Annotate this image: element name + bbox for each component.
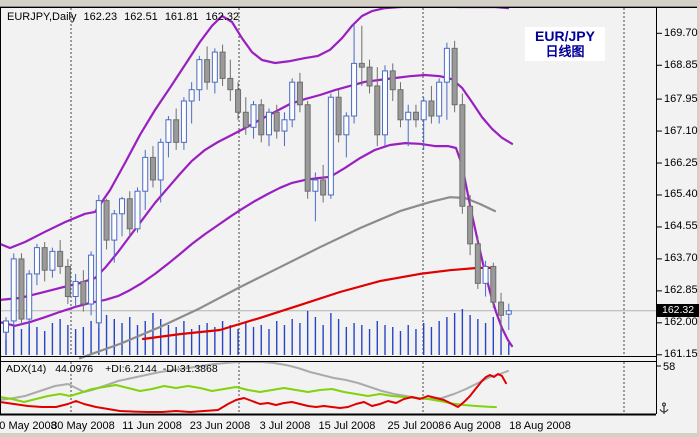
minus-di-label: -DI:31.3868 <box>162 363 218 375</box>
date-tick-label: 23 Jun 2008 <box>189 420 251 432</box>
indicator-name-label: ADX(14) 44.0976 <box>6 363 94 375</box>
date-tick-label: 11 Jun 2008 <box>122 420 182 432</box>
symbol-watermark: EUR/JPY 日线图 <box>525 27 605 61</box>
watermark-symbol-text: EUR/JPY <box>535 28 595 44</box>
date-tick-label: 20 May 2008 <box>0 420 57 432</box>
current-price-badge: 162.32 <box>657 304 699 317</box>
date-tick-label: 30 May 2008 <box>51 420 115 432</box>
chart-title: EURJPY,Daily 162.23 162.51 161.81 162.32 <box>7 11 239 23</box>
high-value: 162.51 <box>124 11 158 23</box>
window-top-edge <box>0 0 699 7</box>
date-tick-label: 15 Jul 2008 <box>318 420 376 432</box>
close-value: 162.32 <box>205 11 240 23</box>
price-tick-label: 167.10 <box>664 124 698 137</box>
volume-layer <box>5 309 510 355</box>
watermark-period-text: 日线图 <box>545 44 585 59</box>
chart-frame <box>0 7 699 416</box>
indicator-readout: ADX(14) 44.0976 +DI:6.2144 -DI:31.3868 <box>6 363 224 375</box>
low-value: 161.81 <box>164 11 199 23</box>
price-tick-label: 169.70 <box>664 26 698 39</box>
symbol-period-label: EURJPY,Daily <box>7 11 77 23</box>
window-bottom-edge <box>0 433 699 437</box>
price-tick-label: 162.85 <box>664 284 698 297</box>
date-tick-label: 18 Aug 2008 <box>509 420 571 432</box>
price-axis-ticks <box>656 32 662 367</box>
ma-fast-red-line <box>141 266 496 341</box>
anchor-marker-icon <box>659 402 669 414</box>
price-tick-label: 168.85 <box>664 58 698 71</box>
date-tick-label: 3 Jul 2008 <box>259 420 311 432</box>
date-tick-label: 25 Jul 2008 <box>387 420 445 432</box>
price-tick-label: 163.70 <box>664 252 698 265</box>
date-tick-label: 6 Aug 2008 <box>445 420 501 432</box>
month-separators <box>70 8 625 413</box>
price-tick-label: 165.40 <box>664 188 698 201</box>
price-tick-label: 167.95 <box>664 92 698 105</box>
adx-minus-di-line <box>0 373 507 413</box>
price-tick-label: 162.00 <box>664 316 698 329</box>
plus-di-label: +DI:6.2144 <box>105 363 157 375</box>
bollinger-lower-line <box>0 142 514 348</box>
open-value: 162.23 <box>83 11 118 23</box>
indicator-scale-max-label: 58 <box>663 361 676 373</box>
candles-layer <box>3 23 512 340</box>
price-tick-label: 166.25 <box>664 156 698 169</box>
price-tick-label: 161.15 <box>664 348 698 361</box>
window-right-edge <box>697 0 699 437</box>
price-tick-label: 164.55 <box>664 220 698 233</box>
